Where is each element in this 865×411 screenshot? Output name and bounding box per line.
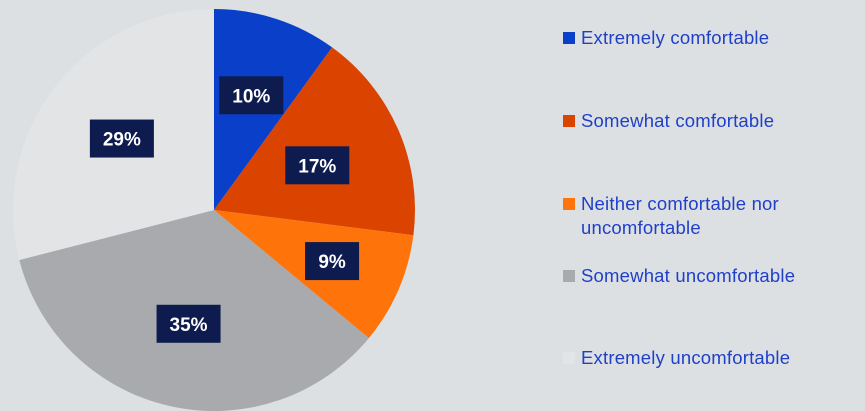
pie-data-labels: 10% 17% 9% 35% 29%: [89, 76, 360, 343]
legend-label-extremely-comfortable: Extremely comfortable: [581, 27, 770, 48]
legend-item-neither: Neither comfortable nor uncomfortable: [563, 192, 851, 240]
pie-slice-somewhat-comfortable: [214, 47, 415, 236]
legend-swatch-somewhat-uncomfortable: [563, 270, 575, 282]
legend-label-somewhat-comfortable: Somewhat comfortable: [581, 110, 775, 131]
legend-item-somewhat-uncomfortable: Somewhat uncomfortable: [563, 264, 856, 288]
legend-item-extremely-uncomfortable: Extremely uncomfortable: [563, 346, 856, 370]
data-label-box-neither-comfortable-nor-uncomfortable: [305, 242, 360, 281]
legend-swatch-neither: [563, 198, 575, 210]
legend-swatch-extremely-uncomfortable: [563, 352, 575, 364]
data-label-box-extremely-uncomfortable: [89, 119, 154, 158]
legend-swatch-extremely-comfortable: [563, 32, 575, 44]
data-label-extremely-uncomfortable: 29%: [103, 130, 141, 151]
legend-item-somewhat-comfortable: Somewhat comfortable: [563, 109, 856, 133]
data-label-box-somewhat-uncomfortable: [156, 304, 221, 343]
legend-label-extremely-uncomfortable: Extremely uncomfortable: [581, 347, 791, 368]
data-label-box-extremely-comfortable: [219, 76, 284, 115]
legend-label-somewhat-uncomfortable: Somewhat uncomfortable: [581, 265, 796, 286]
data-label-extremely-comfortable: 10%: [232, 86, 270, 107]
legend-label-neither: Neither comfortable nor uncomfortable: [581, 193, 779, 238]
legend-swatch-somewhat-comfortable: [563, 115, 575, 127]
data-label-neither-comfortable-nor-uncomfortable: 9%: [318, 252, 346, 273]
legend-item-extremely-comfortable: Extremely comfortable: [563, 26, 856, 50]
data-label-somewhat-uncomfortable: 35%: [170, 315, 208, 336]
data-label-box-somewhat-comfortable: [285, 146, 350, 185]
chart-legend: Extremely comfortable Somewhat comfortab…: [563, 0, 863, 411]
data-label-somewhat-comfortable: 17%: [298, 156, 336, 177]
pie-slices: [12, 9, 415, 411]
